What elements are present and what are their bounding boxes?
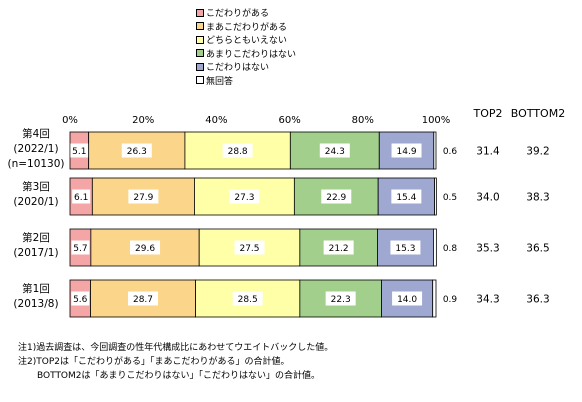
value-label: 28.7 <box>133 295 153 305</box>
category-label: (2020/1) <box>13 196 58 208</box>
category-label: 第3回 <box>22 180 50 193</box>
value-label: 0.5 <box>443 193 457 203</box>
value-label: 14.0 <box>397 295 417 305</box>
legend: こだわりがあるまあこだわりがある どちらともいえない あまりこだわりはない こだわりは… <box>196 8 296 90</box>
legend-label: こだわりはない <box>206 63 270 74</box>
value-label-box <box>130 240 161 255</box>
column-value: 39.2 <box>526 146 549 158</box>
value-label: 5.1 <box>72 147 86 157</box>
value-label-box <box>71 291 90 306</box>
bar-segment <box>432 279 437 318</box>
legend-swatch <box>196 76 204 85</box>
legend-item: どちらともいえない <box>196 35 296 49</box>
value-label-box <box>72 189 91 204</box>
value-label-box <box>392 291 423 306</box>
legend-label: どちらともいえない <box>206 36 287 47</box>
category-label: (2013/8) <box>13 298 58 310</box>
value-label-box <box>325 291 356 306</box>
column-value: 35.3 <box>476 243 499 255</box>
x-tick-label: 80% <box>352 115 374 126</box>
column-value: 34.0 <box>476 192 499 204</box>
value-label: 24.3 <box>325 147 345 157</box>
value-label-box <box>390 240 421 255</box>
bar-segment <box>433 131 437 170</box>
legend-item: まあこだわりがある <box>196 22 296 36</box>
column-header: TOP2 <box>472 107 502 120</box>
value-label: 22.9 <box>326 193 346 203</box>
value-label: 15.3 <box>395 244 415 254</box>
column-value: 38.3 <box>526 192 549 204</box>
note-2: 注2)TOP2は「こだわりがある」「まあこだわりがある」の合計値。 <box>18 357 290 367</box>
value-label: 28.5 <box>238 295 258 305</box>
value-label-box <box>319 143 350 158</box>
value-label-box <box>323 240 354 255</box>
value-label-box <box>70 143 89 158</box>
legend-label: こだわりがある <box>206 9 270 19</box>
column-value: 36.5 <box>526 243 549 255</box>
category-label: (2022/1) <box>13 143 58 155</box>
legend-swatch <box>196 22 204 31</box>
note-3: BOTTOM2は「あまりこだわりはない」「こだわりはない」の合計値。 <box>37 371 321 381</box>
legend-label: まあこだわりがある <box>206 22 288 33</box>
stacked-bar-chart: 0% 20% 40% 60% 80% 100% TOP2 BOTTOM2 第4回 (2022/1)… <box>7 107 565 318</box>
x-tick-label: 40% <box>205 115 227 126</box>
legend-swatch <box>196 35 204 44</box>
value-label: 27.9 <box>133 193 153 203</box>
category-label: 第1回 <box>22 282 50 295</box>
legend-label: あまりこだわりはない <box>206 49 297 60</box>
value-label-box <box>234 240 265 255</box>
value-label-box <box>391 143 422 158</box>
bar-segment <box>434 177 437 216</box>
legend-label: 無回答 <box>206 76 234 87</box>
value-label: 26.3 <box>127 147 147 157</box>
legend-swatch <box>196 8 204 17</box>
legend-item: こだわりがある <box>196 8 296 22</box>
x-tick-label: 20% <box>132 115 154 126</box>
value-label: 29.6 <box>135 244 155 254</box>
note-1: 注1)過去調査は、今回調査の性年代構成比にあわせてウエイトバックした値。 <box>18 343 334 353</box>
x-tick-label: 100% <box>422 115 451 126</box>
legend-item: 無回答 <box>196 76 296 90</box>
category-label: 第2回 <box>22 231 50 244</box>
legend-item: こだわりはない <box>196 62 296 76</box>
value-label-box <box>232 291 263 306</box>
value-label: 27.3 <box>234 193 254 203</box>
column-header: BOTTOM2 <box>511 107 565 120</box>
value-label: 27.5 <box>239 244 259 254</box>
value-label-box <box>71 240 90 255</box>
legend-swatch <box>196 49 204 58</box>
value-label: 0.9 <box>443 295 458 305</box>
category-label: (2017/1) <box>13 247 58 259</box>
value-label-box <box>222 143 253 158</box>
value-label-box <box>128 291 159 306</box>
value-label: 21.2 <box>329 244 349 254</box>
value-label-box <box>321 189 352 204</box>
value-label: 15.4 <box>396 193 416 203</box>
x-tick-label: 60% <box>278 115 300 126</box>
x-tick-label: 0% <box>62 115 78 126</box>
value-label-box <box>229 189 260 204</box>
value-label-box <box>121 143 152 158</box>
value-label-box <box>391 189 422 204</box>
value-label: 22.3 <box>331 295 351 305</box>
value-label: 0.6 <box>443 147 458 157</box>
value-label: 5.6 <box>73 295 88 305</box>
legend-swatch <box>196 62 204 71</box>
value-label: 28.8 <box>228 147 248 157</box>
value-label: 6.1 <box>74 193 88 203</box>
value-label: 5.7 <box>73 244 87 254</box>
category-label: 第4回 <box>22 127 50 140</box>
legend-item: あまりこだわりはない <box>196 49 296 63</box>
value-label: 0.8 <box>443 244 458 254</box>
value-label: 14.9 <box>397 147 417 157</box>
category-label: (n=10130) <box>7 158 64 170</box>
value-label-box <box>128 189 159 204</box>
column-value: 34.3 <box>476 294 499 306</box>
bar-segment <box>433 228 437 267</box>
column-value: 31.4 <box>476 146 500 158</box>
column-value: 36.3 <box>526 294 549 306</box>
notes: 注1)過去調査は、今回調査の性年代構成比にあわせてウエイトバックした値。 注2)… <box>18 341 333 383</box>
